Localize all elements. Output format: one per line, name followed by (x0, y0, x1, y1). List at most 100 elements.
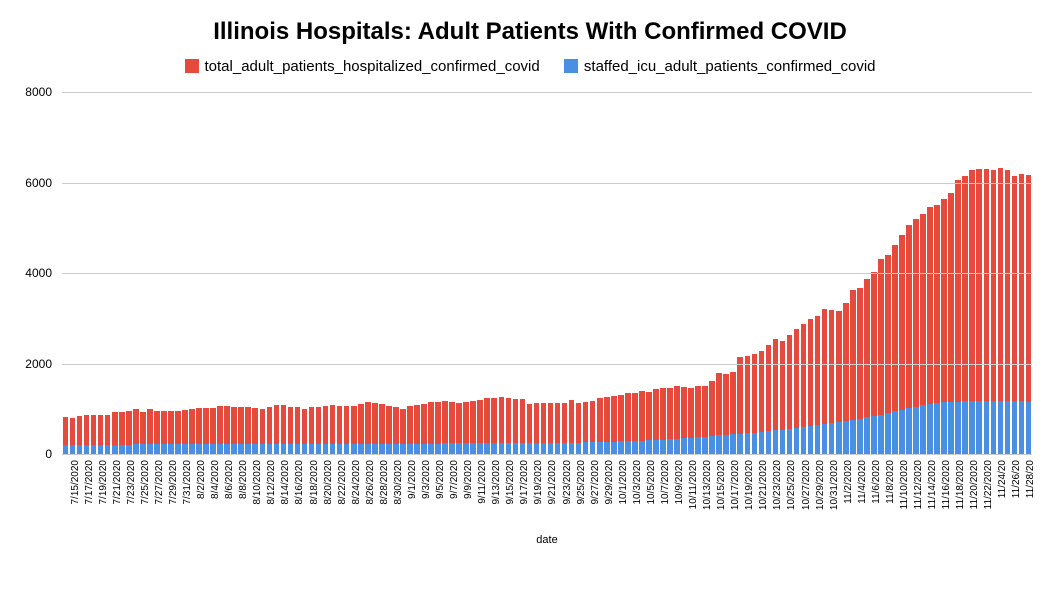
bar-segment-icu (309, 444, 315, 454)
gridline (62, 183, 1032, 184)
bar-segment-total (597, 398, 603, 442)
bar-segment-total (330, 405, 336, 445)
bar-segment-total (962, 176, 968, 402)
bar-segment-total (365, 402, 371, 444)
bar-segment-icu (962, 401, 968, 454)
legend-swatch-icu (564, 59, 578, 73)
bar-segment-icu (527, 443, 533, 454)
bar (850, 290, 856, 454)
bar-segment-total (632, 393, 638, 441)
bar-segment-total (274, 405, 280, 444)
bar-segment-icu (168, 444, 174, 454)
bar-segment-total (611, 396, 617, 441)
bar (456, 403, 462, 454)
bar-segment-icu (695, 437, 701, 454)
bar (695, 386, 701, 454)
bar-segment-total (639, 391, 645, 441)
bar-segment-icu (745, 433, 751, 454)
bar-segment-icu (203, 444, 209, 454)
gridline (62, 454, 1032, 455)
bar (358, 404, 364, 454)
x-tick-label: 11/6/2020 (871, 460, 882, 504)
bar-segment-total (407, 406, 413, 444)
bar (126, 411, 132, 454)
x-tick-label: 9/7/2020 (449, 460, 460, 499)
bar-segment-total (822, 309, 828, 424)
bar-segment-total (470, 401, 476, 443)
bar (203, 408, 209, 454)
bar (231, 407, 237, 454)
y-tick-label: 0 (0, 447, 52, 461)
legend: total_adult_patients_hospitalized_confir… (0, 58, 1060, 75)
bar (161, 411, 167, 454)
x-axis-title: date (62, 534, 1032, 546)
bar-segment-total (801, 324, 807, 427)
bar (562, 403, 568, 454)
bar-segment-icu (808, 426, 814, 454)
bar-segment-total (252, 408, 258, 444)
bar-segment-total (196, 408, 202, 444)
bar-segment-total (1005, 170, 1011, 401)
bar (112, 412, 118, 454)
bar (583, 402, 589, 454)
x-tick-label: 9/9/2020 (463, 460, 474, 499)
bar (175, 411, 181, 454)
bar-segment-total (709, 381, 715, 436)
bar-segment-icu (133, 444, 139, 454)
bar-segment-icu (323, 444, 329, 454)
bar-segment-total (934, 205, 940, 403)
bar-segment-icu (238, 444, 244, 454)
bar-segment-total (541, 403, 547, 442)
chart-title: Illinois Hospitals: Adult Patients With … (0, 18, 1060, 46)
bar-segment-total (161, 411, 167, 444)
legend-label-total: total_adult_patients_hospitalized_confir… (205, 58, 540, 75)
legend-swatch-total (185, 59, 199, 73)
bar-segment-icu (344, 444, 350, 454)
bar-segment-icu (780, 430, 786, 454)
x-tick-label: 7/21/2020 (112, 460, 123, 505)
bar (224, 406, 230, 454)
bar (766, 345, 772, 454)
bar (899, 235, 905, 454)
bar (337, 406, 343, 454)
bar-segment-icu (98, 445, 104, 454)
legend-item-icu: staffed_icu_adult_patients_confirmed_cov… (564, 58, 876, 75)
bar-segment-icu (991, 401, 997, 454)
x-tick-label: 8/18/2020 (309, 460, 320, 505)
bar-segment-icu (337, 444, 343, 454)
bar (119, 412, 125, 454)
x-tick-label: 8/16/2020 (294, 460, 305, 505)
bar-segment-icu (625, 441, 631, 454)
x-tick-label: 10/27/2020 (801, 460, 812, 510)
bar-segment-icu (428, 444, 434, 454)
x-tick-label: 10/15/2020 (716, 460, 727, 510)
bar (632, 393, 638, 454)
bar (864, 279, 870, 454)
bar-segment-icu (112, 445, 118, 454)
bar-segment-icu (175, 444, 181, 454)
x-tick-label: 10/9/2020 (674, 460, 685, 505)
bar-segment-total (681, 387, 687, 438)
bar (892, 245, 898, 454)
x-tick-label: 10/3/2020 (632, 460, 643, 505)
bar-segment-icu (737, 434, 743, 454)
bar-segment-icu (1026, 402, 1032, 454)
bar-segment-total (618, 395, 624, 441)
bar (513, 399, 519, 454)
bar (252, 408, 258, 454)
bar (245, 407, 251, 454)
bar (520, 399, 526, 454)
x-tick-label: 7/23/2020 (126, 460, 137, 505)
bar-segment-icu (260, 444, 266, 454)
bar (787, 335, 793, 454)
bar-segment-icu (252, 444, 258, 454)
bar-segment-icu (245, 444, 251, 454)
bar-segment-total (175, 411, 181, 444)
bar-segment-total (442, 401, 448, 444)
bar-segment-icu (182, 444, 188, 454)
bar-segment-total (969, 170, 975, 401)
x-tick-label: 9/29/2020 (604, 460, 615, 505)
x-tick-label: 8/2/2020 (196, 460, 207, 499)
bar-segment-icu (955, 402, 961, 454)
bar-segment-icu (393, 444, 399, 454)
